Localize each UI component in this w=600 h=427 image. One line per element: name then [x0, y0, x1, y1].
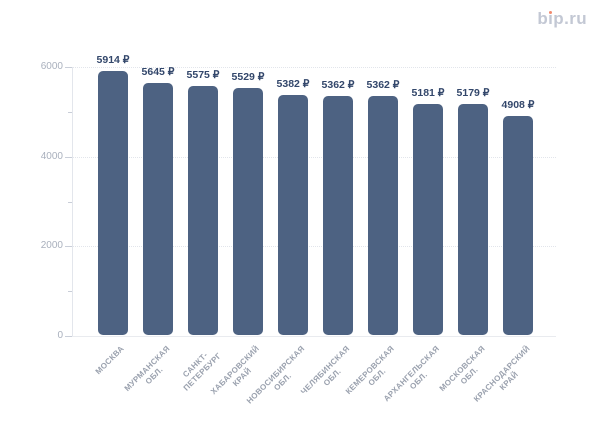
y-axis-tick-label: 0 — [57, 330, 63, 341]
y-major-tick — [65, 67, 72, 68]
logo-text-rest: p.ru — [553, 9, 587, 28]
y-minor-tick — [68, 291, 72, 293]
bar-6 — [323, 95, 353, 335]
gridline-y2000 — [72, 246, 556, 248]
bar-1 — [98, 70, 128, 335]
bar-value-label: 5362 ₽ — [366, 78, 400, 91]
bar-3 — [188, 86, 218, 335]
gridline-y6000 — [72, 67, 556, 68]
bar-value-label: 4908 ₽ — [501, 98, 535, 111]
bar-5 — [278, 94, 308, 335]
y-major-tick — [65, 156, 72, 158]
bar-value-label: 5362 ₽ — [321, 78, 355, 91]
y-axis-tick-label: 6000 — [40, 61, 63, 72]
bar-10 — [503, 115, 533, 335]
bar-value-label: 5181 ₽ — [411, 86, 445, 99]
bip-ru-logo[interactable]: bıp.ru — [537, 9, 587, 29]
logo-orange-dot-i: ı — [548, 9, 554, 28]
bar-value-label: 5179 ₽ — [456, 86, 490, 99]
bar-value-label: 5575 ₽ — [186, 69, 220, 82]
bar-7 — [368, 95, 398, 335]
bar-9 — [458, 103, 488, 335]
bar-value-label: 5529 ₽ — [231, 71, 265, 84]
x-axis-category-label: МОСКВА — [94, 344, 127, 377]
bar-8 — [413, 103, 443, 335]
bar-2 — [143, 82, 173, 335]
logo-text-b: b — [537, 9, 549, 28]
y-axis-line — [72, 67, 73, 336]
y-major-tick — [65, 336, 72, 337]
y-minor-tick — [68, 201, 72, 203]
y-axis-tick-label: 4000 — [40, 150, 63, 162]
x-axis-category-label: МУРМАНСКАЯ ОБЛ. — [122, 344, 172, 393]
y-minor-tick — [68, 111, 72, 113]
x-axis-line — [72, 336, 556, 337]
bar-value-label: 5914 ₽ — [96, 53, 130, 66]
bar-value-label: 5645 ₽ — [141, 65, 175, 78]
y-axis-tick-label: 2000 — [40, 240, 63, 252]
bar-value-label: 5382 ₽ — [276, 77, 310, 90]
gridline-y4000 — [72, 156, 556, 158]
y-major-tick — [65, 246, 72, 248]
bar-4 — [233, 88, 263, 335]
